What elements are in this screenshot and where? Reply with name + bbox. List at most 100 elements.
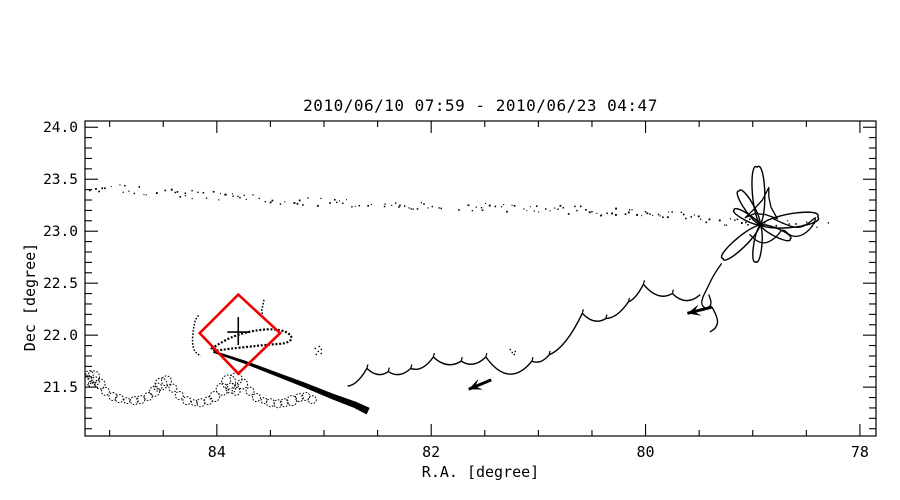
track-dot [122,191,124,193]
speck-dot [320,348,322,351]
chain-circle [91,376,101,386]
chain-circle [286,395,298,407]
track-dot [574,205,576,208]
track-dot [488,204,491,207]
track-dot [576,209,578,212]
track-dot [615,213,617,216]
plus-marker [227,317,250,346]
track-dot [787,220,789,222]
poly-path [210,328,293,352]
series-flower-star [744,186,779,220]
chain-circle [190,399,198,407]
series-hook-mark [191,314,202,357]
chain-circle [215,382,229,396]
speck-dot [514,350,516,353]
chain-circle [245,386,255,396]
track-dot [827,222,830,224]
arrow-head [687,304,702,316]
x-tick-label: 78 [851,443,869,461]
track-dot [600,214,602,217]
series-dash-mark [261,299,265,318]
track-dot [562,207,565,209]
track-dot [237,195,239,198]
speck-dot [317,350,319,353]
track-dot [708,218,711,221]
track-dot [649,213,651,215]
track-dot [788,223,790,225]
track-dot [682,213,685,216]
chain-circle [136,395,146,405]
track-dot [89,189,91,192]
track-dot [627,211,630,214]
track-dot [736,218,739,221]
track-dot [533,210,535,212]
chain-circle [307,395,317,405]
track-dot [298,199,301,202]
track-dot [494,205,497,208]
track-dot [119,184,121,186]
speck-dot [509,348,511,351]
track-dot [399,204,401,207]
track-dot [591,211,593,213]
track-dot [307,197,309,199]
chain-circle [221,374,237,390]
poly-path [701,263,723,309]
track-dot [212,190,215,193]
x-tick-label: 84 [208,443,226,461]
track-dot [391,204,393,206]
track-dot [138,186,141,188]
track-dot [346,199,348,201]
arrow-mid [468,378,492,391]
series-speck-1 [314,345,322,356]
track-dot [611,212,614,215]
track-dot [420,202,422,204]
speck-dot [315,353,317,356]
track-dot [394,202,397,204]
track-dot [693,214,696,216]
track-dot [747,223,749,226]
chain-circle [154,377,168,391]
poly-path [191,314,202,357]
series-flower-tail [701,263,723,309]
chain-circle [100,386,110,396]
chain-circle [168,383,178,393]
track-dot [218,199,220,201]
chain-circle [209,390,221,402]
track-dot [231,193,234,195]
track-dot [579,205,582,208]
petal-loop [759,211,820,229]
track-dot [467,204,470,207]
cusp-spike [432,352,435,358]
track-dot [351,206,353,208]
track-dot [143,194,145,196]
y-tick-label: 23.0 [43,224,78,240]
x-tick-label: 82 [422,443,440,461]
track-dot [606,212,608,215]
plot-frame [84,120,877,437]
track-dot [264,200,267,203]
track-dot [403,205,406,207]
track-dot [816,226,818,228]
x-axis-label: R.A. [degree] [421,463,540,481]
track-dot [538,211,540,213]
speck-dot [314,347,316,350]
track-dot [184,192,187,195]
series-circle-chain [85,370,317,409]
track-dot [370,203,373,206]
track-dot [513,204,516,207]
track-dot [725,224,728,226]
chain-circle [149,385,161,397]
track-dot [628,209,631,211]
track-dot [481,209,484,212]
chain-circle [231,386,241,396]
track-dot [224,193,227,196]
series-flower-right-arcs [749,217,817,244]
track-dot [416,208,419,210]
track-dot [279,203,282,205]
track-dot [680,211,683,214]
track-dot [559,204,562,207]
track-dot [338,200,341,202]
track-dot [145,194,147,196]
